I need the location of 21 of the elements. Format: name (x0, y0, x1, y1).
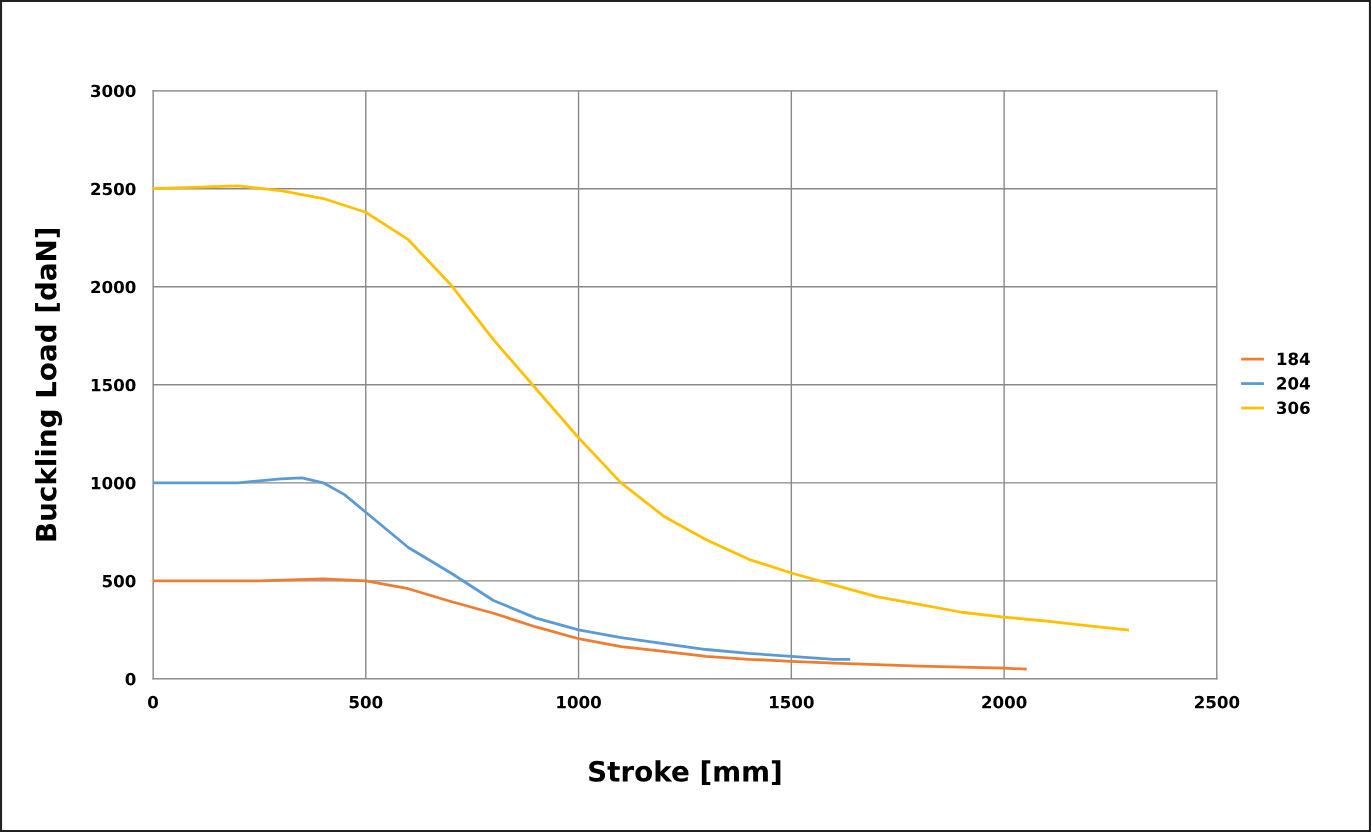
line-series (153, 577, 1027, 671)
line-series (153, 476, 851, 661)
legend-label: 306 (1276, 401, 1310, 415)
line-series (153, 184, 1129, 632)
legend-label: 184 (1277, 352, 1310, 366)
y-tick-label: 3000 (91, 84, 136, 98)
x-tick-label: 500 (349, 695, 383, 709)
y-tick-label: 1500 (91, 378, 136, 392)
y-tick-label: 2500 (91, 182, 136, 196)
x-tick-label: 2000 (982, 695, 1027, 709)
y-tick-label: 2000 (91, 280, 136, 294)
y-axis-title: Buckling Load [daN] (35, 228, 63, 541)
y-tick-label: 500 (102, 574, 136, 588)
x-tick-label: 1000 (557, 695, 601, 709)
y-tick-label: 1000 (91, 476, 136, 490)
x-tick-label: 2500 (1195, 695, 1240, 709)
x-axis-title: Stroke [mm] (589, 760, 781, 786)
x-tick-label: 0 (148, 695, 158, 709)
y-tick-label: 0 (125, 672, 136, 686)
legend-label: 204 (1277, 377, 1310, 390)
x-tick-label: 1500 (770, 695, 814, 709)
